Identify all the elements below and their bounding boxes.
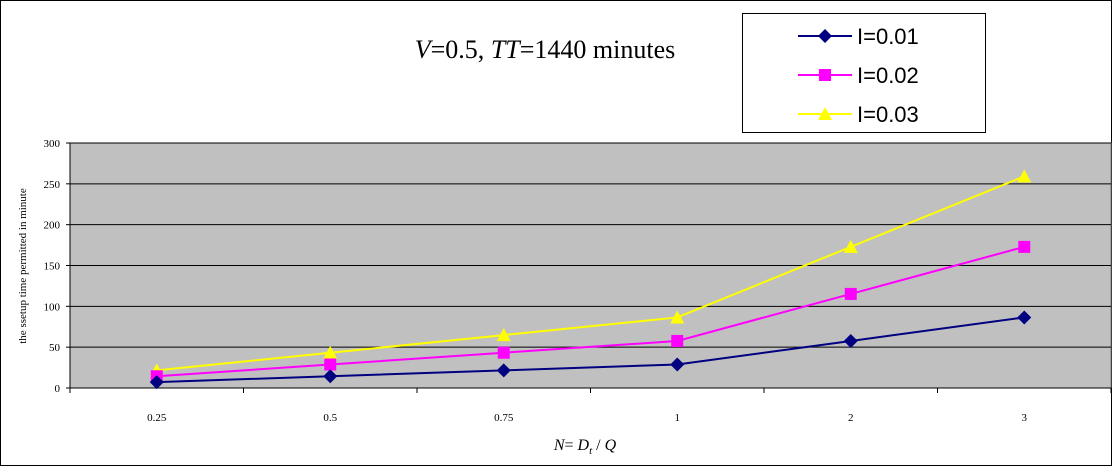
- x-label-d: D: [577, 437, 590, 454]
- x-label-rest: /: [592, 437, 604, 454]
- series-line: [156, 245, 1025, 378]
- data-point: [149, 375, 164, 390]
- title-v-symbol: V: [415, 35, 434, 64]
- legend-item-2: I=0.02: [798, 63, 919, 88]
- legend-entries: I=0.01 I=0.02 I=0.03: [798, 24, 919, 127]
- data-point: [496, 328, 511, 342]
- legend: I=0.01 I=0.02 I=0.03: [742, 13, 986, 133]
- data-point: [323, 369, 338, 384]
- data-point: [497, 346, 510, 359]
- x-label-eq: =: [565, 437, 578, 454]
- y-tick-label: 0: [55, 383, 61, 395]
- y-tick-label: 100: [44, 301, 61, 313]
- y-tick-label: 200: [44, 220, 61, 232]
- legend-item-1: I=0.01: [798, 24, 919, 49]
- x-tick-label: 0.25: [147, 412, 167, 424]
- legend-marker: [819, 69, 831, 81]
- data-point: [1017, 310, 1032, 325]
- x-tick-label: 0.5: [323, 412, 337, 424]
- series-1: [149, 310, 1032, 390]
- data-point: [670, 310, 685, 324]
- y-tick-label: 250: [44, 179, 61, 191]
- title-v-value: =0.5,: [431, 35, 491, 64]
- data-point: [843, 239, 858, 253]
- data-point: [843, 333, 858, 348]
- data-point: [324, 358, 337, 371]
- x-tick-label: 3: [1022, 412, 1028, 424]
- title-tt-symbol: TT: [491, 35, 521, 64]
- legend-marker: [818, 107, 832, 120]
- data-point: [670, 357, 685, 372]
- series-line: [156, 175, 1025, 372]
- data-point: [844, 287, 857, 300]
- x-label-n: N: [553, 437, 566, 454]
- title-tt-value: =1440 minutes: [520, 35, 676, 64]
- axes: 0 50 100 150 200 250 300 0.25 0.5 0.75 1 2 3: [44, 138, 1112, 424]
- x-label-q: Q: [605, 437, 617, 454]
- y-tick-label: 50: [49, 342, 61, 354]
- data-point: [671, 334, 684, 347]
- x-tick-label: 2: [848, 412, 854, 424]
- y-tick-label: 300: [44, 138, 61, 150]
- data-point: [1017, 169, 1032, 183]
- y-tick-label: 150: [44, 261, 61, 273]
- data-point: [496, 363, 511, 378]
- y-axis-label: the ssetup time permitted in minute: [17, 188, 29, 344]
- legend-label: I=0.02: [857, 63, 919, 88]
- series-2: [150, 240, 1031, 383]
- legend-box: [742, 13, 986, 133]
- x-label-sub: t: [589, 445, 593, 457]
- legend-label: I=0.03: [857, 102, 919, 127]
- legend-label: I=0.01: [857, 24, 919, 49]
- chart-title: V=0.5, TT=1440 minutes: [415, 35, 675, 64]
- data-point: [1018, 240, 1031, 253]
- x-axis-label: N= Dt / Q: [553, 437, 617, 457]
- legend-marker: [818, 29, 832, 43]
- series-group: [149, 169, 1032, 390]
- data-point: [323, 345, 338, 359]
- series-line: [156, 316, 1025, 384]
- x-tick-label: 0.75: [494, 412, 514, 424]
- x-tick-label: 1: [675, 412, 681, 424]
- legend-item-3: I=0.03: [798, 102, 919, 127]
